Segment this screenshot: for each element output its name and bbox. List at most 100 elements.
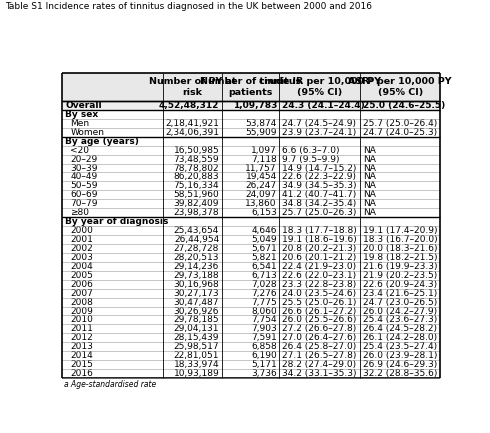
- Text: 29,04,131: 29,04,131: [174, 324, 219, 333]
- Text: 6,153: 6,153: [251, 208, 277, 217]
- Text: 7,276: 7,276: [251, 289, 277, 297]
- Text: 19.8 (18.2–21.5): 19.8 (18.2–21.5): [363, 253, 438, 262]
- Text: 60–69: 60–69: [71, 191, 98, 199]
- Text: 2004: 2004: [71, 262, 93, 271]
- Bar: [62, 164, 440, 172]
- Text: 2011: 2011: [71, 324, 93, 333]
- Bar: [62, 351, 440, 360]
- Text: 22,81,051: 22,81,051: [174, 351, 219, 360]
- Text: 3,736: 3,736: [251, 369, 277, 378]
- Text: 30,47,487: 30,47,487: [174, 297, 219, 307]
- Text: 28,20,513: 28,20,513: [174, 253, 219, 262]
- Bar: [62, 253, 440, 262]
- Text: 4,646: 4,646: [251, 226, 277, 235]
- Text: 32.2 (28.8–35.6): 32.2 (28.8–35.6): [363, 369, 438, 378]
- Text: 25.5 (25.0–26.1): 25.5 (25.0–26.1): [282, 297, 357, 307]
- Text: 5,049: 5,049: [251, 235, 277, 244]
- Text: NA: NA: [363, 181, 376, 191]
- Text: 25,43,654: 25,43,654: [174, 226, 219, 235]
- Text: 25.0 (24.6–25.5): 25.0 (24.6–25.5): [363, 101, 445, 110]
- Text: 2,18,41,921: 2,18,41,921: [165, 119, 219, 128]
- Text: 26.0 (24.2–27.9): 26.0 (24.2–27.9): [363, 307, 437, 316]
- Text: 1,097: 1,097: [251, 145, 277, 155]
- Bar: [62, 226, 440, 235]
- Text: 11,757: 11,757: [245, 164, 277, 172]
- Text: 28,15,439: 28,15,439: [174, 333, 219, 343]
- Text: 6.6 (6.3–7.0): 6.6 (6.3–7.0): [282, 145, 340, 155]
- Text: 22.4 (21.9–23.0): 22.4 (21.9–23.0): [282, 262, 356, 271]
- Text: 6,713: 6,713: [251, 271, 277, 280]
- Bar: [62, 128, 440, 137]
- Text: 2015: 2015: [71, 360, 93, 369]
- Text: 26.0 (23.9–28.1): 26.0 (23.9–28.1): [363, 351, 438, 360]
- Text: 9.7 (9.5–9.9): 9.7 (9.5–9.9): [282, 155, 340, 164]
- Text: 22.6 (22.3–22.9): 22.6 (22.3–22.9): [282, 172, 356, 181]
- Text: 26.4 (24.5–28.2): 26.4 (24.5–28.2): [363, 324, 437, 333]
- Text: 18.3 (16.7–20.0): 18.3 (16.7–20.0): [363, 235, 438, 244]
- Text: 34.8 (34.2–35.4): 34.8 (34.2–35.4): [282, 199, 357, 208]
- Bar: [62, 172, 440, 181]
- Text: 19,454: 19,454: [245, 172, 277, 181]
- Text: 2007: 2007: [71, 289, 93, 297]
- Text: 2005: 2005: [71, 271, 93, 280]
- Text: NA: NA: [363, 199, 376, 208]
- Bar: [62, 333, 440, 342]
- Text: 2010: 2010: [71, 316, 93, 324]
- Text: 27.0 (26.4–27.6): 27.0 (26.4–27.6): [282, 333, 357, 343]
- Text: 20–29: 20–29: [71, 155, 98, 164]
- Text: 25.7 (25.0–26.4): 25.7 (25.0–26.4): [363, 119, 438, 128]
- Text: 2016: 2016: [71, 369, 93, 378]
- Text: 26,44,954: 26,44,954: [174, 235, 219, 244]
- Text: Women: Women: [71, 128, 104, 137]
- Text: 25.7 (25.0–26.3): 25.7 (25.0–26.3): [282, 208, 357, 217]
- Text: 6,858: 6,858: [251, 342, 277, 351]
- Bar: [62, 271, 440, 280]
- Text: 40–49: 40–49: [71, 172, 98, 181]
- Text: 7,775: 7,775: [251, 297, 277, 307]
- Text: 27,28,728: 27,28,728: [174, 244, 219, 253]
- Text: 28.2 (27.4–29.0): 28.2 (27.4–29.0): [282, 360, 356, 369]
- Text: 2002: 2002: [71, 244, 93, 253]
- Bar: [62, 316, 440, 324]
- Text: 26.0 (25.5–26.6): 26.0 (25.5–26.6): [282, 316, 357, 324]
- Bar: [62, 199, 440, 208]
- Text: Number of tinnitus
patients: Number of tinnitus patients: [200, 77, 301, 97]
- Bar: [62, 155, 440, 164]
- Text: 23.9 (23.7–24.1): 23.9 (23.7–24.1): [282, 128, 357, 137]
- Text: 25.4 (23.5–27.4): 25.4 (23.5–27.4): [363, 342, 437, 351]
- Text: 4,52,48,312: 4,52,48,312: [159, 101, 219, 110]
- Text: 29,78,185: 29,78,185: [173, 316, 219, 324]
- Bar: [62, 360, 440, 369]
- Text: 55,909: 55,909: [245, 128, 277, 137]
- Bar: [62, 217, 440, 226]
- Text: 2012: 2012: [71, 333, 93, 343]
- Bar: [62, 73, 440, 101]
- Text: 70–79: 70–79: [71, 199, 98, 208]
- Text: crude IR per 10,000 PY
(95% CI): crude IR per 10,000 PY (95% CI): [259, 77, 381, 97]
- Text: 5,821: 5,821: [251, 253, 277, 262]
- Text: 24.7 (23.0–26.5): 24.7 (23.0–26.5): [363, 297, 438, 307]
- Text: ≥80: ≥80: [71, 208, 89, 217]
- Text: 7,591: 7,591: [251, 333, 277, 343]
- Text: NA: NA: [363, 164, 376, 172]
- Text: 2,34,06,391: 2,34,06,391: [165, 128, 219, 137]
- Text: 5,671: 5,671: [251, 244, 277, 253]
- Text: 34.9 (34.5–35.3): 34.9 (34.5–35.3): [282, 181, 357, 191]
- Text: 8,060: 8,060: [251, 307, 277, 316]
- Bar: [62, 289, 440, 297]
- Bar: [62, 342, 440, 351]
- Text: 7,028: 7,028: [251, 280, 277, 289]
- Text: 30–39: 30–39: [71, 164, 98, 172]
- Text: 20.6 (20.1–21.2): 20.6 (20.1–21.2): [282, 253, 357, 262]
- Text: 20.8 (20.2–21.3): 20.8 (20.2–21.3): [282, 244, 357, 253]
- Text: 20.0 (18.3–21.6): 20.0 (18.3–21.6): [363, 244, 438, 253]
- Text: 30,26,926: 30,26,926: [174, 307, 219, 316]
- Bar: [62, 262, 440, 271]
- Text: 23,98,378: 23,98,378: [173, 208, 219, 217]
- Text: 26.4 (25.8–27.0): 26.4 (25.8–27.0): [282, 342, 357, 351]
- Bar: [62, 208, 440, 217]
- Text: 10,93,189: 10,93,189: [173, 369, 219, 378]
- Text: 78,78,802: 78,78,802: [173, 164, 219, 172]
- Text: By year of diagnosis: By year of diagnosis: [65, 217, 169, 226]
- Text: 16,50,985: 16,50,985: [173, 145, 219, 155]
